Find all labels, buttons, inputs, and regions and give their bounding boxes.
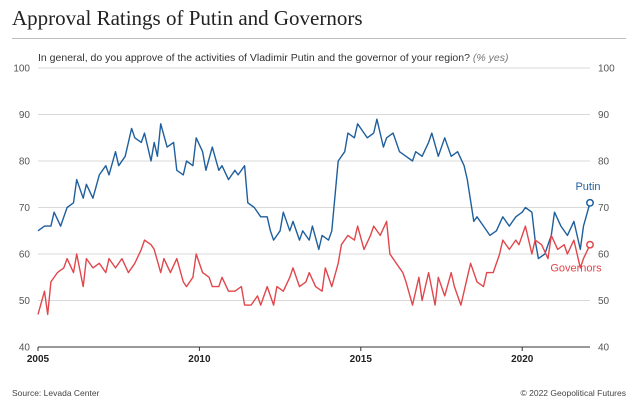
- y-tick-label-right: 70: [598, 203, 610, 214]
- subtitle-question: In general, do you approve of the activi…: [38, 52, 470, 64]
- y-tick-label-left: 80: [19, 157, 31, 168]
- copyright-note: © 2022 Geopolitical Futures: [520, 388, 627, 398]
- y-tick-label-right: 80: [598, 157, 610, 168]
- chart-title: Approval Ratings of Putin and Governors: [12, 6, 363, 30]
- governors-end-marker: [586, 240, 594, 249]
- governors-series-label: Governors: [550, 263, 602, 275]
- x-tick-label: 2005: [27, 354, 50, 365]
- source-note: Source: Levada Center: [12, 388, 100, 398]
- y-tick-label-left: 40: [19, 343, 31, 354]
- chart-subtitle: In general, do you approve of the activi…: [38, 52, 508, 64]
- y-tick-label-left: 100: [13, 64, 30, 75]
- title-divider: [12, 38, 626, 39]
- y-tick-label-left: 50: [19, 296, 31, 307]
- y-tick-label-right: 50: [598, 296, 610, 307]
- subtitle-unit-note: (% yes): [472, 52, 509, 64]
- y-tick-label-left: 70: [19, 203, 31, 214]
- y-tick-label-right: 60: [598, 250, 610, 261]
- y-tick-label-left: 60: [19, 250, 31, 261]
- x-tick-label: 2020: [511, 354, 534, 365]
- y-tick-label-right: 40: [598, 343, 610, 354]
- y-tick-label-right: 90: [598, 110, 610, 121]
- x-tick-label: 2010: [188, 354, 211, 365]
- putin-series-line: [37, 118, 591, 260]
- putin-end-marker: [586, 198, 594, 207]
- x-tick-label: 2015: [350, 354, 373, 365]
- putin-series-label: Putin: [575, 181, 600, 193]
- y-tick-label-right: 100: [598, 64, 615, 75]
- governors-series-line: [37, 220, 591, 316]
- y-tick-label-left: 90: [19, 110, 31, 121]
